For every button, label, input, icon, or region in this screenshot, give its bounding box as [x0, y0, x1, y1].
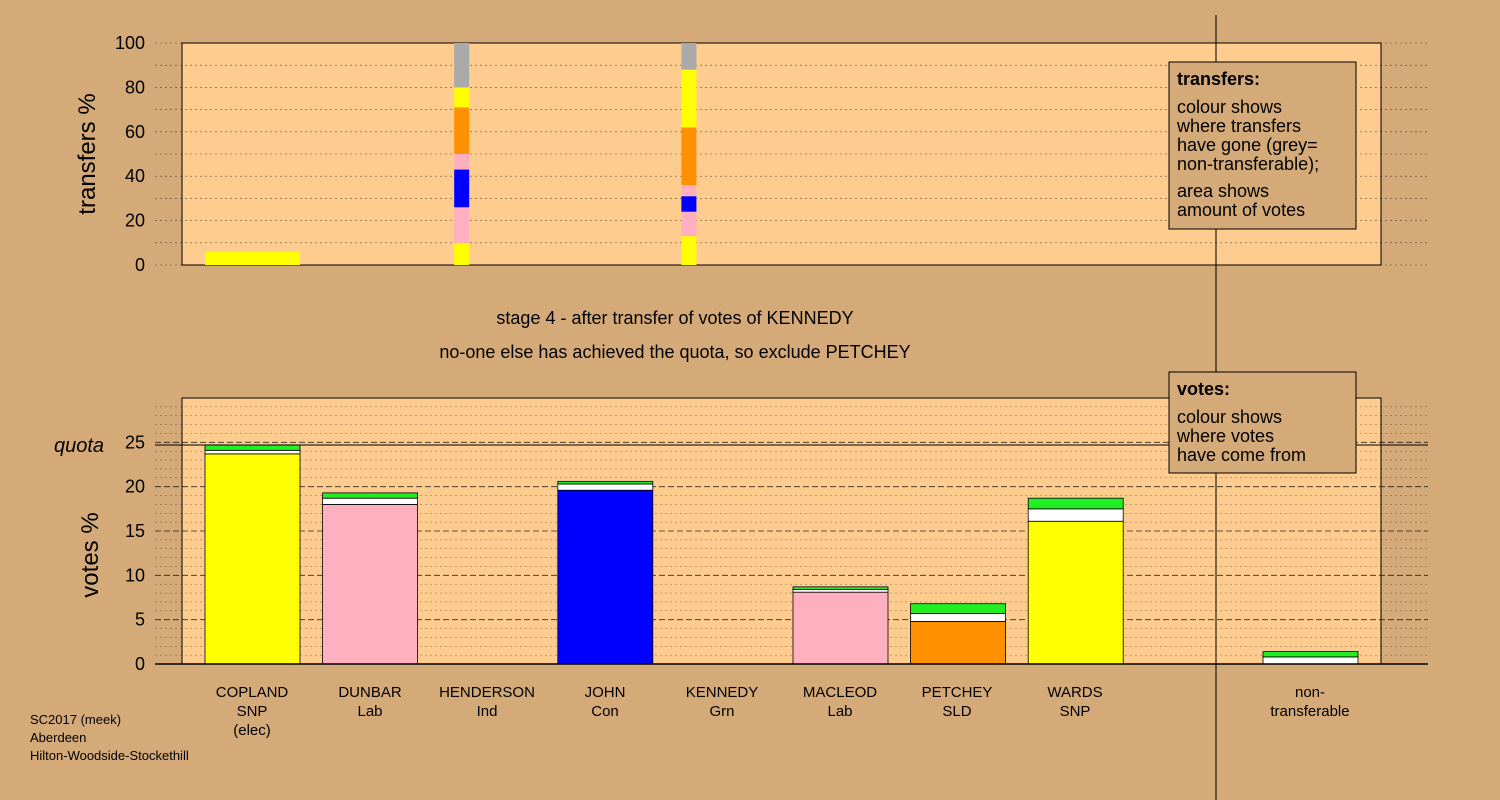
transfers-y-tick: 40 [125, 166, 145, 186]
transfers-legend-line: non-transferable); [1177, 154, 1319, 174]
transfer-segment [454, 154, 470, 170]
candidate-name: non- [1295, 684, 1325, 701]
votes-y-tick: 20 [125, 477, 145, 497]
quota-label: quota [54, 435, 104, 457]
votes-y-tick: 10 [125, 565, 145, 585]
transfers-legend-line: area shows [1177, 181, 1269, 201]
transfers-y-tick: 0 [135, 255, 145, 275]
vote-segment [792, 591, 889, 665]
footer-line: Hilton-Woodside-Stockethill [30, 748, 189, 763]
vote-segment [1027, 508, 1124, 522]
vote-segment [910, 621, 1006, 665]
candidate-party: Ind [477, 703, 498, 720]
candidate-party: SNP [1060, 703, 1091, 720]
transfers-legend-line: have gone (grey= [1177, 135, 1318, 155]
footer-line: Aberdeen [30, 730, 86, 745]
transfer-segment [681, 236, 697, 265]
transfer-segment [205, 251, 300, 265]
status-message: no-one else has achieved the quota, so e… [439, 342, 910, 362]
votes-legend-title: votes: [1177, 379, 1230, 399]
candidate-name: KENNEDY [686, 684, 759, 701]
vote-segment [204, 444, 301, 451]
transfer-segment [454, 87, 470, 108]
vote-segment [557, 483, 654, 491]
transfer-segment [454, 43, 470, 88]
votes-legend-line: colour shows [1177, 407, 1282, 427]
candidate-name: HENDERSON [439, 684, 535, 701]
transfer-segment [681, 69, 697, 128]
transfer-segment [681, 43, 697, 70]
votes-legend-line: have come from [1177, 445, 1306, 465]
vote-segment [557, 480, 654, 485]
vote-segment [204, 449, 301, 455]
transfers-y-tick: 60 [125, 122, 145, 142]
candidate-name: PETCHEY [922, 684, 993, 701]
transfers-y-tick: 80 [125, 77, 145, 97]
transfer-segment [681, 127, 697, 186]
stage-message: stage 4 - after transfer of votes of KEN… [496, 308, 853, 328]
candidate-name: WARDS [1047, 684, 1102, 701]
candidate-name: MACLEOD [803, 684, 877, 701]
vote-segment [557, 489, 654, 665]
vote-segment [204, 453, 301, 665]
vote-segment [322, 492, 419, 499]
votes-legend-line: where votes [1176, 426, 1274, 446]
vote-segment [910, 603, 1006, 614]
candidate-party: Lab [357, 703, 382, 720]
vote-segment [1262, 656, 1359, 665]
transfers-legend-title: transfers: [1177, 69, 1260, 89]
vote-segment [1027, 497, 1124, 510]
transfer-segment [454, 207, 470, 243]
votes-axis-title: votes % [77, 512, 104, 597]
candidate-name: COPLAND [216, 684, 289, 701]
transfer-segment [454, 242, 470, 265]
transfer-segment [681, 185, 697, 197]
vote-segment [1262, 651, 1359, 658]
transfer-segment [681, 196, 697, 212]
votes-y-tick: 5 [135, 610, 145, 630]
tick-labels: 0 20 40 60 80 100 0 5 10 15 20 25 [115, 33, 145, 674]
transfer-segment [681, 211, 697, 237]
transfers-y-tick: 100 [115, 33, 145, 53]
bar-marks [155, 43, 1428, 665]
candidate-name: JOHN [585, 684, 626, 701]
transfers-legend-line: colour shows [1177, 97, 1282, 117]
transfers-axis-title: transfers % [74, 93, 101, 214]
votes-y-tick: 0 [135, 654, 145, 674]
candidate-party: Grn [709, 703, 734, 720]
candidate-party: Con [591, 703, 619, 720]
footer-line: SC2017 (meek) [30, 712, 121, 727]
votes-y-tick: 15 [125, 521, 145, 541]
vote-segment [322, 503, 419, 665]
candidate-party: SNP [237, 703, 268, 720]
candidate-party: Lab [827, 703, 852, 720]
vote-segment [1027, 520, 1124, 665]
candidate-name: DUNBAR [338, 684, 402, 701]
transfers-y-tick: 20 [125, 211, 145, 231]
transfers-legend-line: amount of votes [1177, 200, 1305, 220]
candidate-party: SLD [942, 703, 971, 720]
transfers-legend-line: where transfers [1176, 116, 1301, 136]
votes-legend: votes: colour shows where votes have com… [1168, 371, 1357, 474]
footer: SC2017 (meek) Aberdeen Hilton-Woodside-S… [30, 712, 189, 763]
vote-segment [322, 497, 419, 505]
candidate-note: (elec) [233, 722, 271, 739]
candidate-labels: COPLAND SNP (elec) DUNBAR Lab HENDERSON … [216, 684, 1350, 739]
transfer-segment [454, 107, 470, 154]
transfers-legend: transfers: colour shows where transfers … [1168, 61, 1357, 230]
transfer-segment [454, 169, 470, 208]
vote-segment [910, 613, 1006, 622]
votes-y-tick: 25 [125, 432, 145, 452]
candidate-party: transferable [1270, 703, 1349, 720]
vote-segment [792, 586, 889, 590]
